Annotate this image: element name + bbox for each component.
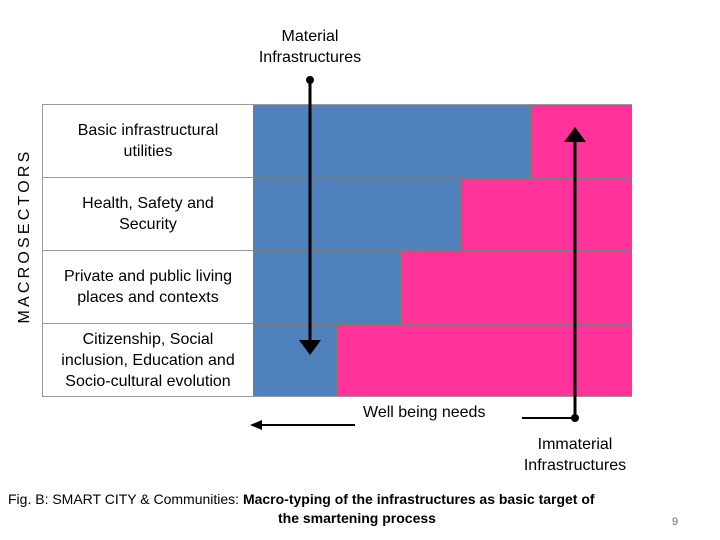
row-label-basic-utilities: Basic infrastructural utilities: [43, 105, 253, 177]
immaterial-infrastructures-label: Immaterial Infrastructures: [490, 434, 660, 476]
immaterial-arrow-head: [564, 127, 586, 142]
row-label-line: Health, Safety and: [82, 195, 214, 212]
row-label-line: Basic infrastructural: [77, 122, 219, 139]
row-label-line: Citizenship, Social: [82, 330, 214, 348]
row-label-line: inclusion, Education and: [61, 351, 235, 369]
row-divider: [43, 250, 253, 251]
page-number: 9: [672, 516, 679, 528]
caption-rest: Macro-typing of the infrastructures as b…: [239, 491, 595, 507]
immaterial-segment: [336, 324, 632, 396]
row-label-citizenship: Citizenship, Social inclusion, Education…: [43, 324, 253, 396]
immaterial-label-line1: Immaterial: [537, 436, 613, 453]
material-infrastructures-label: Material Infrastructures: [210, 26, 410, 68]
material-segment: [253, 178, 461, 251]
immaterial-segment: [401, 251, 632, 324]
material-label-line2: Infrastructures: [258, 49, 362, 66]
caption-line2: the smartening process: [278, 510, 436, 526]
immaterial-label-line2: Infrastructures: [523, 457, 627, 474]
row-divider: [43, 323, 253, 324]
material-label-line1: Material: [281, 28, 339, 45]
caption-lead: Fig. B: SMART CITY & Communities:: [8, 491, 240, 507]
material-arrow-head: [299, 340, 321, 355]
row-label-line: Socio-cultural evolution: [65, 372, 231, 390]
well-being-needs-label: Well being needs: [363, 404, 486, 421]
figure-caption: Fig. B: SMART CITY & Communities: Macro-…: [8, 490, 688, 528]
row-label-line: Security: [119, 216, 177, 233]
row-label-health-safety: Health, Safety and Security: [43, 178, 253, 250]
row-label-line: Private and public living: [63, 268, 233, 285]
immaterial-segment: [461, 178, 632, 251]
row-label-living-places: Private and public living places and con…: [43, 251, 253, 323]
row-label-line: utilities: [123, 143, 173, 160]
caption-line1: Fig. B: SMART CITY & Communities: Macro-…: [8, 490, 688, 509]
material-segment: [253, 324, 336, 396]
material-segment: [253, 105, 530, 178]
wellbeing-arrow-left-head: [250, 420, 262, 430]
row-label-line: places and contexts: [77, 289, 219, 306]
material-segment: [253, 251, 401, 324]
row-divider: [43, 177, 253, 178]
